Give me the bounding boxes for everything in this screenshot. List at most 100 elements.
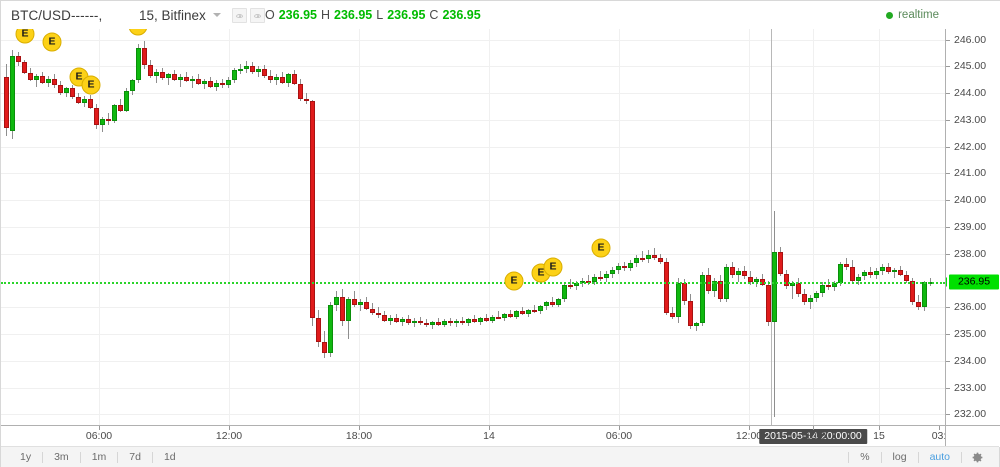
range-button-1m[interactable]: 1m [91,450,107,463]
event-marker[interactable]: E [504,271,524,291]
candle-wick [276,74,277,86]
event-marker[interactable]: E [543,257,563,277]
price-tick [946,307,950,308]
candle-body-down [70,87,75,98]
candle-wick [180,74,181,87]
price-axis-label: 232.00 [954,408,987,421]
range-button-1d[interactable]: 1d [163,450,176,463]
candle-body-down [22,62,27,74]
price-axis[interactable]: 236.95 246.00 245.00 244.00 243.00 242.00 241… [945,29,1000,425]
candle-wick [360,299,361,312]
event-marker[interactable]: E [591,238,611,258]
time-axis-label: 12:00 [215,430,243,442]
symbol-title[interactable]: BTC/USD------, [11,7,103,23]
eye-icon[interactable] [250,8,265,23]
candle-body-up [502,313,507,318]
gear-icon[interactable] [971,451,984,464]
candle-body-down [160,71,165,79]
candle-body-up [610,269,615,274]
scale-button-percent[interactable]: % [860,450,870,463]
price-tick [946,120,950,121]
candle-body-up [490,316,495,321]
event-marker[interactable]: E [81,75,101,95]
candle-body-down [898,269,903,276]
candle-body-down [316,317,321,343]
candle-body-down [262,69,267,76]
candle-wick [642,251,643,262]
time-tick [229,426,230,430]
interval-exchange-block[interactable]: 15, Bitfinex [139,1,221,29]
grid-line-vertical [813,29,814,425]
range-button-1y[interactable]: 1y [20,450,32,463]
candle-body-up [808,297,813,302]
candle-body-down [664,261,669,313]
candle-body-down [652,255,657,258]
candle-body-up [64,87,69,94]
time-tick [99,426,100,430]
event-marker[interactable]: E [42,32,62,52]
candle-body-down [394,317,399,322]
candle-body-up [556,299,561,305]
scale-button-log[interactable]: log [892,450,907,463]
candle-body-up [190,78,195,82]
candle-body-up [874,271,879,276]
candle-body-down [28,73,33,80]
scale-selector[interactable]: % log auto [848,448,993,467]
candle-body-down [88,98,93,108]
candle-body-down [76,97,81,103]
candle-body-down [850,267,855,281]
candle-body-up [892,269,897,273]
candle-body-up [334,296,339,305]
event-marker[interactable]: E [128,29,148,36]
price-axis-label: 245.00 [954,60,987,73]
price-tick [946,147,950,148]
candle-body-up [700,275,705,324]
eye-icon[interactable] [232,8,247,23]
chart-canvas[interactable]: EEEEEEEEE ‹−⟳+› [1,29,945,425]
candle-body-down [748,276,753,282]
price-axis-label: 235.00 [954,328,987,341]
toolbar-divider [880,451,882,463]
candle-body-down [298,83,303,99]
candle-wick [696,321,697,332]
event-marker[interactable]: E [15,29,35,44]
candle-body-down [106,118,111,122]
candle-body-down [640,257,645,260]
candle-body-up [124,90,129,111]
range-selector[interactable]: 1y 3m 1m 7d 1d [9,448,187,467]
price-tick [946,173,950,174]
time-tick [813,426,814,430]
price-axis-label: 243.00 [954,113,987,126]
status-label: realtime [898,9,939,21]
scale-button-auto[interactable]: auto [929,450,950,463]
candle-body-down [742,271,747,277]
candle-body-up [136,47,141,80]
candle-body-down [418,320,423,324]
candle-body-down [340,296,345,321]
price-badge-arrow-icon [946,276,947,287]
crosshair-time-tooltip: 2015-05-14 20:00:00 [759,429,867,444]
ohlc-readout: O 236.95 H 236.95 L 236.95 C 236.95 [265,1,481,29]
time-tick [939,426,940,430]
candle-body-down [40,75,45,83]
candle-body-down [784,273,789,286]
candle-body-down [916,301,921,308]
grid-line-horizontal [1,147,945,148]
chevron-down-icon[interactable] [212,13,221,17]
candle-body-up [712,280,717,292]
candle-body-up [514,311,519,317]
candle-body-down [94,107,99,126]
candle-body-up [274,77,279,80]
candle-body-up [634,257,639,264]
time-axis[interactable]: 2015-05-14 20:00:00 06:00 12:00 18:00 14 06:… [1,425,945,447]
candle-body-down [280,77,285,83]
visibility-toggle-group[interactable] [232,8,265,23]
candle-body-up [226,79,231,86]
grid-line-horizontal [1,120,945,121]
range-button-3m[interactable]: 3m [54,450,69,463]
range-button-7d[interactable]: 7d [129,450,141,463]
price-tick [946,388,950,389]
price-axis-label: 241.00 [954,167,987,180]
candle-wick [156,69,157,83]
candle-body-up [430,321,435,325]
